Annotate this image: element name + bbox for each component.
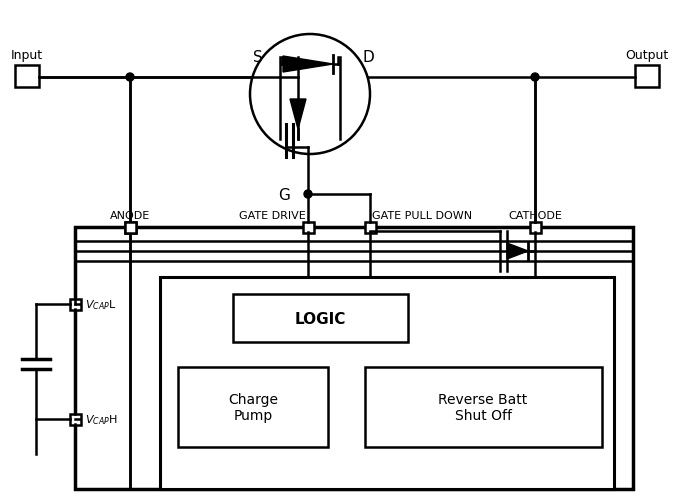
Text: GATE PULL DOWN: GATE PULL DOWN bbox=[372, 210, 472, 220]
Circle shape bbox=[531, 74, 539, 82]
Text: Reverse Batt
Shut Off: Reverse Batt Shut Off bbox=[439, 392, 528, 422]
Text: LOGIC: LOGIC bbox=[294, 311, 345, 326]
Polygon shape bbox=[283, 57, 333, 73]
Polygon shape bbox=[507, 243, 528, 260]
Bar bbox=[160, 278, 614, 489]
Text: Input: Input bbox=[11, 50, 43, 63]
Bar bbox=[70, 300, 81, 311]
Text: $V_{CAP}$L: $V_{CAP}$L bbox=[85, 298, 116, 311]
Bar bbox=[365, 367, 602, 447]
Bar bbox=[75, 227, 633, 489]
Text: GATE DRIVE: GATE DRIVE bbox=[239, 210, 306, 220]
Text: G: G bbox=[278, 187, 290, 202]
Bar bbox=[365, 222, 376, 233]
Text: CATHODE: CATHODE bbox=[508, 210, 562, 220]
Circle shape bbox=[126, 74, 134, 82]
Text: Output: Output bbox=[626, 50, 668, 63]
Bar bbox=[15, 66, 39, 88]
Bar bbox=[178, 367, 328, 447]
Bar bbox=[233, 295, 408, 342]
Bar bbox=[303, 222, 314, 233]
Bar bbox=[70, 414, 81, 425]
Bar bbox=[125, 222, 136, 233]
Polygon shape bbox=[290, 100, 306, 130]
Text: ANODE: ANODE bbox=[110, 210, 150, 220]
Bar bbox=[125, 222, 136, 233]
Bar bbox=[635, 66, 659, 88]
Text: Charge
Pump: Charge Pump bbox=[228, 392, 278, 422]
Text: D: D bbox=[362, 51, 374, 65]
Circle shape bbox=[304, 190, 312, 198]
Text: S: S bbox=[253, 51, 263, 65]
Text: $V_{CAP}$H: $V_{CAP}$H bbox=[85, 412, 118, 426]
Circle shape bbox=[250, 35, 370, 155]
Bar bbox=[530, 222, 541, 233]
